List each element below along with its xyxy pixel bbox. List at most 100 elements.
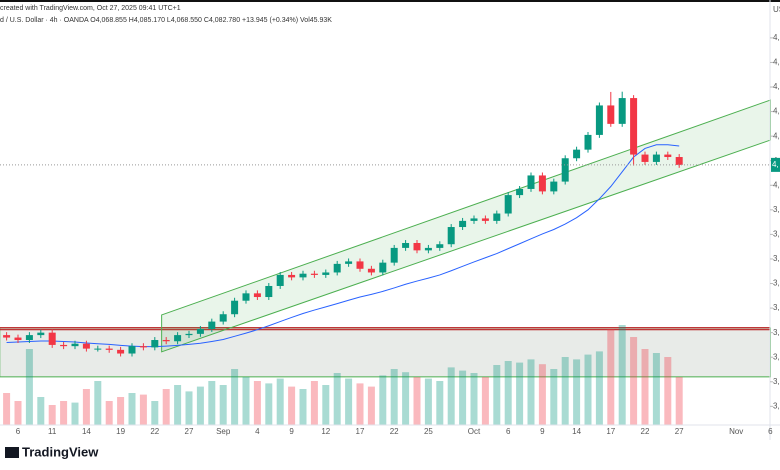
candle-body xyxy=(322,272,330,275)
candle-body xyxy=(71,343,79,347)
volume-bar xyxy=(3,393,11,425)
x-tick-label: Sep xyxy=(216,427,231,436)
volume-bar xyxy=(630,337,638,425)
candle-body xyxy=(618,98,626,124)
volume-bar xyxy=(333,373,341,425)
x-tick-label: 22 xyxy=(390,427,399,436)
x-tick-label: 19 xyxy=(116,427,125,436)
logo: TradingView xyxy=(5,444,99,459)
candle-body xyxy=(242,293,250,301)
candle-body xyxy=(276,274,284,286)
candle-body xyxy=(481,218,489,221)
candle-body xyxy=(379,262,387,273)
volume-bar xyxy=(675,377,683,425)
x-tick-label: 14 xyxy=(82,427,91,436)
candle-body xyxy=(356,261,364,269)
volume-bar xyxy=(322,385,330,425)
volume-bar xyxy=(25,349,33,425)
candle-body xyxy=(493,213,501,221)
candle-body xyxy=(174,335,182,342)
candle-body xyxy=(527,175,535,189)
volume-bar xyxy=(231,369,239,425)
volume-bar xyxy=(516,362,524,425)
zone xyxy=(0,327,771,378)
candle-body xyxy=(128,346,136,354)
candle-body xyxy=(390,247,398,263)
volume-bar xyxy=(139,394,147,425)
x-tick-label: 14 xyxy=(572,427,581,436)
y-tick-label: 3, xyxy=(773,401,780,410)
x-tick-label: 22 xyxy=(641,427,650,436)
volume-bar xyxy=(60,401,68,425)
candle-body xyxy=(48,332,56,345)
volume-bar xyxy=(379,375,387,425)
candle-body xyxy=(139,346,147,348)
candle-body xyxy=(231,300,239,315)
candle-body xyxy=(310,273,318,275)
candle-body xyxy=(652,154,660,162)
candle-body xyxy=(94,348,102,350)
y-tick-label: 3, xyxy=(773,230,780,239)
candle-body xyxy=(607,105,615,124)
volume-bar xyxy=(37,397,45,425)
candle-body xyxy=(333,263,341,273)
candle-body xyxy=(208,321,216,329)
candle-body xyxy=(595,105,603,135)
volume-bar xyxy=(367,386,375,425)
volume-bar xyxy=(128,393,136,425)
candle-body xyxy=(162,340,170,342)
candle-body xyxy=(413,242,421,251)
x-tick-label: Nov xyxy=(729,427,743,436)
candle-body xyxy=(151,340,159,348)
y-tick-label: 3, xyxy=(773,328,780,337)
candle-body xyxy=(3,335,11,338)
x-tick-label: 17 xyxy=(356,427,365,436)
x-tick-label: 27 xyxy=(185,427,194,436)
volume-bar xyxy=(105,401,113,425)
candle-body xyxy=(25,335,33,341)
x-tick-label: 11 xyxy=(48,427,57,436)
volume-bar xyxy=(413,377,421,425)
candle-body xyxy=(584,134,592,150)
volume-bar xyxy=(538,364,546,425)
y-tick-label: 3, xyxy=(773,205,780,214)
volume-bar xyxy=(94,381,102,425)
candle-body xyxy=(641,154,649,162)
volume-bar xyxy=(436,381,444,425)
volume-bar xyxy=(356,383,364,425)
volume-bar xyxy=(82,389,90,425)
x-tick-label: 17 xyxy=(606,427,615,436)
x-tick-label: 25 xyxy=(424,427,433,436)
candle-body xyxy=(219,314,227,322)
volume-bar xyxy=(652,353,660,425)
candle-body xyxy=(82,343,90,349)
volume-bar xyxy=(402,372,410,425)
x-tick-label: 6 xyxy=(768,427,773,436)
volume-bar xyxy=(493,365,501,425)
volume-bar xyxy=(71,402,79,425)
candle-body xyxy=(561,158,569,182)
y-tick-label: 3, xyxy=(773,377,780,386)
candle-body xyxy=(185,333,193,336)
volume-bar xyxy=(641,349,649,425)
volume-bar xyxy=(242,377,250,425)
volume-bar xyxy=(253,381,261,425)
volume-bar xyxy=(550,369,558,425)
volume-bar xyxy=(607,329,615,425)
y-tick-label: 4, xyxy=(773,107,780,116)
volume-bar xyxy=(48,405,56,425)
x-tick-label: Oct xyxy=(468,427,481,436)
candle-body xyxy=(105,348,113,350)
candle-body xyxy=(37,332,45,336)
candle-body xyxy=(664,154,672,158)
candle-body xyxy=(117,349,125,354)
volume-bar xyxy=(14,401,22,425)
y-tick-label: 4, xyxy=(773,58,780,67)
candle-body xyxy=(436,244,444,248)
volume-bar xyxy=(162,389,170,425)
candle-body xyxy=(675,157,683,165)
currency-label: US xyxy=(773,5,780,14)
last-price-tag: 4, xyxy=(772,160,779,169)
volume-bar xyxy=(117,397,125,425)
